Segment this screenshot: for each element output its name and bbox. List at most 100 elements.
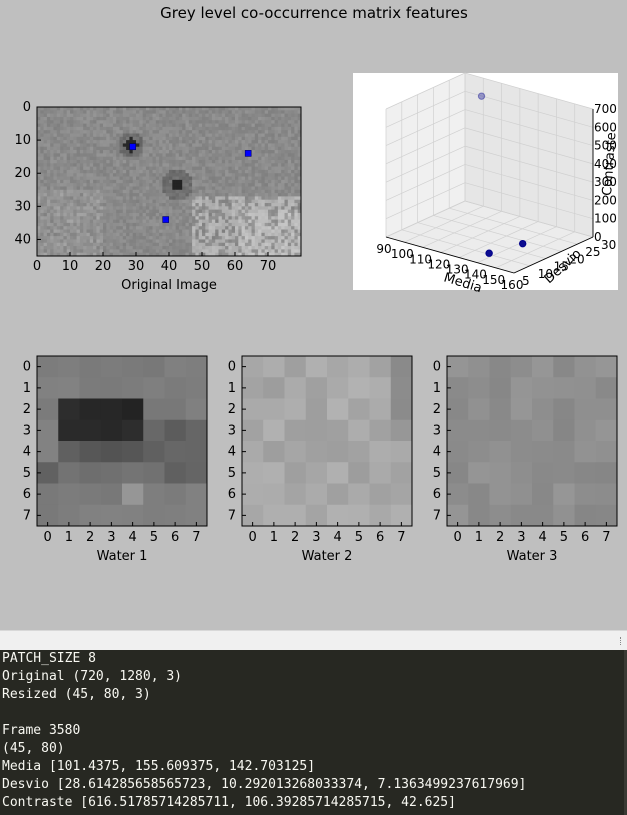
patch-xtick: 2 (291, 530, 299, 545)
scatter-3d-ticks: 90 10011012013014015016051015202530010020… (376, 102, 617, 292)
patch-ytick: 2 (228, 402, 236, 417)
original-xtick: 50 (194, 259, 211, 274)
original-image-xlabel: Original Image (121, 278, 217, 293)
original-ytick: 20 (14, 166, 31, 181)
console-output[interactable]: PATCH_SIZE 8 Original (720, 1280, 3) Res… (0, 650, 627, 815)
patch-xtick: 4 (538, 530, 546, 545)
patch-xtick: 0 (43, 530, 51, 545)
patch-ytick: 0 (228, 360, 236, 375)
console-line: Contraste [616.51785714285711, 106.39285… (2, 795, 456, 810)
original-image-yticks: 0 10 20 30 40 (14, 100, 41, 247)
patch-xtick: 2 (86, 530, 94, 545)
grid-line (401, 229, 530, 267)
patch-xtick: 3 (107, 530, 115, 545)
patch-ytick: 1 (23, 381, 31, 396)
console-line: Media [101.4375, 155.609375, 142.703125] (2, 759, 316, 774)
contraste-tick: 100 (594, 212, 617, 226)
original-xtick: 20 (95, 259, 112, 274)
scatter-3d-panes (385, 72, 594, 274)
console-line: Frame 3580 (2, 723, 81, 738)
patch-xtick: 5 (560, 530, 568, 545)
scatter-3d-points (477, 92, 527, 257)
grid-line (464, 164, 594, 201)
patch-ytick: 4 (23, 445, 31, 460)
grid-line (385, 182, 466, 220)
desvio-tick: 20 (569, 252, 584, 266)
desvio-tick: 10 (538, 267, 553, 281)
matplotlib-figure: Grey level co-occurrence matrix features… (14, 4, 620, 564)
patch-ytick: 5 (23, 466, 31, 481)
grid-line (385, 200, 466, 238)
desvio-tick: 15 (554, 260, 569, 274)
grid-line (458, 221, 539, 258)
grid-line (385, 127, 466, 165)
resize-handle-icon[interactable] (620, 637, 625, 645)
desvio-tick: 25 (585, 245, 600, 259)
original-ytick: 0 (23, 100, 31, 115)
grid-line (385, 164, 466, 201)
patch-ytick: 2 (23, 402, 31, 417)
grid-line (464, 145, 594, 183)
original-ytick: 40 (14, 232, 31, 247)
patch-ytick: 1 (228, 381, 236, 396)
patch-xtick: 4 (128, 530, 136, 545)
patch-frame (241, 355, 413, 527)
console-scrollbar[interactable] (624, 650, 627, 815)
patch-ytick: 1 (433, 381, 441, 396)
original-xtick: 10 (62, 259, 79, 274)
patch-xtick: 7 (192, 530, 200, 545)
grid-line (385, 109, 466, 146)
patch-xtick: 7 (602, 530, 610, 545)
contraste-tick: 200 (594, 193, 617, 207)
patch-xtick: 3 (517, 530, 525, 545)
panel-divider[interactable] (0, 630, 627, 650)
grid-line (385, 145, 466, 183)
console-line: (45, 80) (2, 741, 65, 756)
original-xtick: 70 (260, 259, 277, 274)
media-tick: 100 (391, 247, 414, 261)
original-image-markers (129, 143, 252, 223)
grid-line (433, 215, 562, 252)
contraste-tick: 500 (594, 139, 617, 153)
console-line: Resized (45, 80, 3) (2, 687, 151, 702)
grid-line (464, 182, 594, 220)
patch-xtick: 1 (475, 530, 483, 545)
grid-line (449, 207, 578, 245)
patch-xtick: 0 (248, 530, 256, 545)
figure-canvas: Grey level co-occurrence matrix features… (14, 4, 619, 564)
patch-xtick: 6 (581, 530, 589, 545)
original-xtick: 0 (33, 259, 41, 274)
patch-ytick: 0 (433, 360, 441, 375)
console-line (2, 704, 627, 722)
grid-line (385, 72, 466, 110)
patch-ytick: 0 (23, 360, 31, 375)
patch-location-marker (244, 150, 252, 157)
grid-line (404, 205, 484, 243)
console-line: Desvio [28.614285658565723, 10.292013268… (2, 777, 527, 792)
patch-xtick: 5 (150, 530, 158, 545)
patch-ytick: 4 (433, 445, 441, 460)
patch-xtick: 0 (453, 530, 461, 545)
patch-xtick: 2 (496, 530, 504, 545)
patch-ytick: 2 (433, 402, 441, 417)
media-tick: 110 (409, 252, 432, 266)
contraste-tick: 0 (594, 230, 602, 244)
patch-location-marker (162, 216, 169, 223)
patch-ytick: 6 (433, 487, 441, 502)
grid-line (464, 200, 594, 238)
patch-xtick: 4 (333, 530, 341, 545)
media-tick: 160 (501, 278, 524, 292)
patch-ytick: 3 (433, 423, 441, 438)
patch-ytick: 7 (433, 508, 441, 523)
patch-xtick: 6 (376, 530, 384, 545)
data-point (485, 249, 493, 257)
grid-line (464, 109, 594, 146)
patch-ytick: 6 (23, 487, 31, 502)
contraste-tick: 300 (594, 175, 617, 189)
axis-line (385, 236, 515, 274)
console-line: PATCH_SIZE 8 (2, 651, 96, 666)
desvio-tick: 5 (522, 274, 530, 288)
